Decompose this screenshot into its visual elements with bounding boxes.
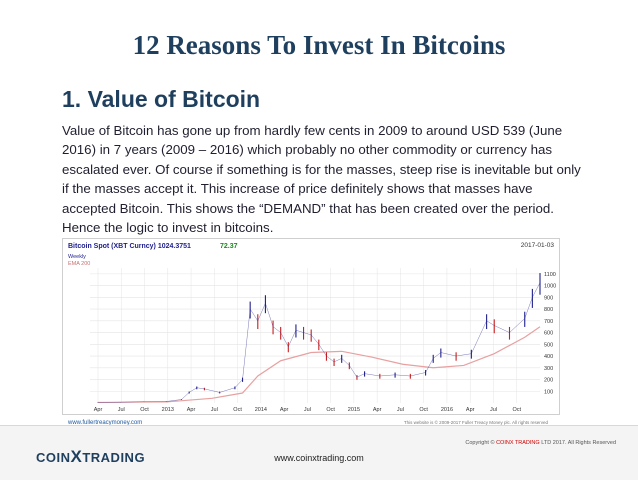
chart-header: Bitcoin Spot (XBT Curncy) 1024.3751: [68, 243, 191, 250]
chart-date: 2017-01-03: [521, 242, 555, 249]
x-tick-label: Apr: [373, 407, 382, 413]
y-tick-label: 400: [544, 354, 553, 360]
chart-disclaimer: This website is © 2009-2017 Fuller Treac…: [404, 419, 549, 425]
bitcoin-price-chart: Bitcoin Spot (XBT Curncy) 1024.3751 72.3…: [62, 238, 560, 428]
x-tick-label: Apr: [466, 407, 475, 413]
y-tick-label: 1100: [544, 272, 556, 278]
ema-200-line: [97, 326, 541, 404]
y-tick-label: 100: [544, 389, 553, 395]
y-tick-label: 200: [544, 378, 553, 384]
grid-layer: [90, 268, 540, 403]
coinx-logo: COINXTRADING: [36, 447, 145, 467]
y-tick-label: 800: [544, 307, 553, 313]
x-tick-labels: Apr Jul Oct 2013 Apr Jul Oct 2014 Apr Jul Oct 2015 A…: [94, 407, 522, 413]
body-paragraph: Value of Bitcoin has gone up from hardly…: [62, 123, 581, 236]
logo-x: X: [70, 447, 83, 466]
y-tick-label: 1000: [544, 284, 556, 290]
chart-source: www.fullertreacymoney.com: [67, 420, 142, 426]
x-tick-label: 2013: [162, 407, 174, 413]
copyright-suffix: LTD 2017. All Rights Reserved: [541, 440, 616, 446]
x-tick-label: 2015: [348, 407, 360, 413]
x-tick-label: Apr: [280, 407, 289, 413]
chart-svg: Bitcoin Spot (XBT Curncy) 1024.3751 72.3…: [62, 238, 560, 426]
y-tick-label: 300: [544, 366, 553, 372]
x-tick-label: Oct: [326, 407, 335, 413]
price-layer: [97, 273, 541, 403]
y-tick-label: 600: [544, 331, 553, 337]
ema-layer: [97, 326, 541, 404]
copyright-brand: COINX TRADING: [496, 440, 540, 446]
x-tick-label: Apr: [187, 407, 196, 413]
x-tick-label: 2016: [441, 407, 453, 413]
x-tick-label: Oct: [419, 407, 428, 413]
logo-coin: COIN: [36, 450, 71, 465]
logo-trading: TRADING: [82, 450, 146, 465]
x-tick-label: Jul: [211, 407, 218, 413]
x-tick-label: Jul: [397, 407, 404, 413]
copyright-prefix: Copyright ©: [465, 440, 495, 446]
x-tick-label: 2014: [255, 407, 267, 413]
y-tick-labels: 100 200 300 400 500 600 700 800 900 1000 1100: [544, 272, 556, 395]
footer-website[interactable]: www.coinxtrading.com: [274, 453, 364, 463]
x-tick-label: Jul: [490, 407, 497, 413]
x-tick-label: Oct: [140, 407, 149, 413]
x-tick-label: Jul: [304, 407, 311, 413]
y-tick-label: 500: [544, 342, 553, 348]
legend-ema: EMA 200: [68, 261, 90, 267]
slide-subtitle: 1. Value of Bitcoin: [62, 86, 261, 112]
x-tick-label: Apr: [94, 407, 103, 413]
slide-title: 12 Reasons To Invest In Bitcoins: [132, 30, 506, 60]
footer-bar: [0, 425, 638, 480]
chart-header-change: 72.37: [220, 243, 238, 250]
legend-weekly: Weekly: [68, 254, 86, 260]
price-line: [97, 282, 541, 403]
footer-copyright: Copyright © COINX TRADING LTD 2017. All …: [465, 440, 616, 446]
chart-frame: [62, 238, 560, 415]
x-tick-label: Oct: [512, 407, 521, 413]
x-tick-label: Oct: [233, 407, 242, 413]
y-tick-label: 900: [544, 295, 553, 301]
y-tick-label: 700: [544, 319, 553, 325]
x-tick-label: Jul: [118, 407, 125, 413]
